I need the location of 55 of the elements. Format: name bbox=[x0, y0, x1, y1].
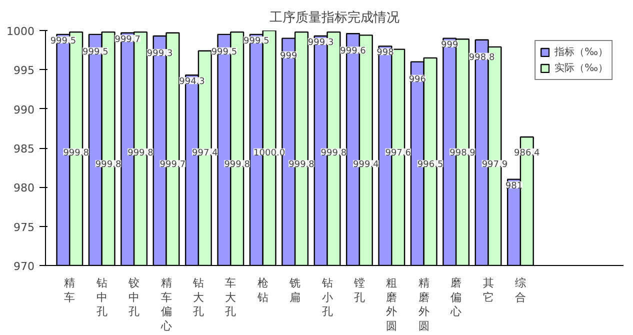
data-label: 997.6 bbox=[385, 148, 412, 158]
y-tick-label: 975 bbox=[14, 220, 35, 234]
data-label: 999.8 bbox=[95, 160, 122, 170]
y-tick-label: 970 bbox=[14, 260, 35, 273]
x-tick-label: 钻中孔 bbox=[95, 276, 108, 318]
data-label: 994.3 bbox=[179, 77, 205, 88]
data-label: 999.7 bbox=[114, 34, 140, 45]
data-label: 999.8 bbox=[128, 148, 154, 158]
x-tick-label: 精车偏心 bbox=[160, 276, 172, 332]
x-tick-label: 钻大孔 bbox=[192, 276, 204, 318]
chart-title: 工序质量指标完成情况 bbox=[270, 10, 400, 26]
x-tick-label: 精磨外圆 bbox=[418, 276, 430, 332]
data-label: 999.8 bbox=[288, 160, 315, 170]
data-label: 997.9 bbox=[482, 160, 508, 170]
legend-label: 指标（‰） bbox=[554, 46, 608, 59]
legend-label: 实际（‰） bbox=[554, 62, 608, 75]
data-label: 999.6 bbox=[340, 46, 366, 57]
data-label: 997.4 bbox=[192, 148, 218, 158]
data-label: 999.5 bbox=[211, 47, 238, 58]
x-tick-label: 铰中孔 bbox=[128, 276, 140, 318]
y-tick-label: 1000 bbox=[6, 25, 35, 38]
x-tick-label: 车大孔 bbox=[225, 276, 236, 318]
data-label: 996.5 bbox=[417, 160, 444, 170]
data-label: 998 bbox=[376, 48, 394, 58]
data-label: 999.3 bbox=[308, 38, 334, 48]
y-tick-label: 995 bbox=[14, 64, 35, 78]
data-label: 981 bbox=[505, 181, 523, 192]
x-tick-label: 精车 bbox=[64, 276, 76, 304]
data-label: 999.8 bbox=[320, 148, 347, 158]
data-label: 999.7 bbox=[160, 160, 186, 170]
data-label: 999 bbox=[441, 40, 458, 50]
data-label: 999.5 bbox=[50, 36, 76, 46]
x-tick-label: 综合 bbox=[514, 276, 526, 304]
x-tick-label: 铣扁 bbox=[288, 276, 301, 304]
x-tick-label: 镗孔 bbox=[352, 276, 365, 304]
data-label: 999.8 bbox=[224, 160, 250, 170]
data-label: 999.4 bbox=[353, 160, 380, 170]
x-tick-label: 枪钻 bbox=[256, 276, 268, 304]
x-tick-label: 其它 bbox=[482, 276, 494, 304]
x-tick-label: 磨偏心 bbox=[450, 276, 462, 318]
y-tick-label: 990 bbox=[14, 103, 35, 116]
data-label: 998.8 bbox=[468, 52, 495, 63]
data-label: 999.5 bbox=[82, 47, 108, 58]
x-tick-label: 粗磨外圆 bbox=[386, 276, 398, 332]
data-label: 999.8 bbox=[63, 148, 90, 158]
data-label: 998.9 bbox=[450, 148, 476, 158]
y-tick-label: 980 bbox=[14, 182, 35, 195]
x-tick-label: 钻小孔 bbox=[320, 276, 333, 318]
data-label: 999 bbox=[280, 51, 298, 62]
data-label: 986.4 bbox=[514, 148, 540, 158]
data-label: 999.3 bbox=[146, 48, 173, 59]
data-label: 999.5 bbox=[244, 36, 270, 46]
data-label: 996 bbox=[408, 74, 426, 85]
data-label: 1000.0 bbox=[254, 148, 286, 158]
y-tick-label: 985 bbox=[14, 142, 35, 156]
